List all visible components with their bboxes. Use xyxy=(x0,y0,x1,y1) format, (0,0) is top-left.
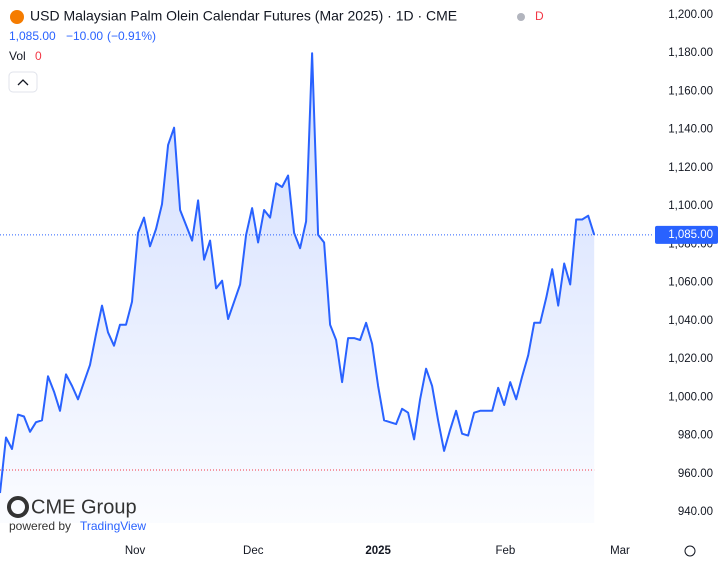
price-series xyxy=(0,52,596,494)
volume: 0 xyxy=(35,49,42,63)
exchange-icon xyxy=(10,10,24,24)
volume-label: Vol xyxy=(9,49,26,63)
y-tick-label: 1,160.00 xyxy=(668,85,713,97)
area xyxy=(0,53,595,523)
y-tick-label: 980.00 xyxy=(678,430,713,442)
collapse-icon xyxy=(17,79,29,86)
y-tick-label: 1,100.00 xyxy=(668,200,713,212)
y-tick-label: 1,140.00 xyxy=(668,124,713,136)
powered-by: powered by xyxy=(9,519,71,533)
y-tick-label: 960.00 xyxy=(678,468,713,480)
provider: TradingView xyxy=(80,519,146,533)
last-price: 1,085.00 xyxy=(9,29,56,43)
y-tick-label: 940.00 xyxy=(678,506,713,518)
chart-title: USD Malaysian Palm Olein Calendar Future… xyxy=(30,8,457,24)
price-label-box xyxy=(655,225,718,244)
status-dot xyxy=(517,13,525,21)
x-tick-label: Nov xyxy=(125,545,146,557)
plot-area xyxy=(0,52,652,523)
x-tick-label: 2025 xyxy=(365,545,391,557)
price-label: 1,085.00 xyxy=(668,229,713,241)
status: D xyxy=(535,9,544,23)
collapse-button[interactable] xyxy=(8,71,38,93)
x-tick-label: Dec xyxy=(243,545,264,557)
y-tick-label: 1,040.00 xyxy=(668,315,713,327)
x-tick-label: Mar xyxy=(610,545,630,557)
y-tick-label: 1,020.00 xyxy=(668,353,713,365)
logo: CME Group xyxy=(31,496,137,518)
y-tick-label: 1,200.00 xyxy=(668,9,713,21)
settings-icon[interactable] xyxy=(684,545,696,557)
change-percent: (−0.91%) xyxy=(107,29,156,43)
logo-mark xyxy=(7,496,29,518)
y-tick-label: 1,060.00 xyxy=(668,277,713,289)
x-tick-label: Feb xyxy=(495,545,515,557)
y-tick-label: 1,000.00 xyxy=(668,391,713,403)
change: −10.00 xyxy=(66,29,103,43)
y-tick-label: 1,120.00 xyxy=(668,162,713,174)
y-tick-label: 1,180.00 xyxy=(668,47,713,59)
